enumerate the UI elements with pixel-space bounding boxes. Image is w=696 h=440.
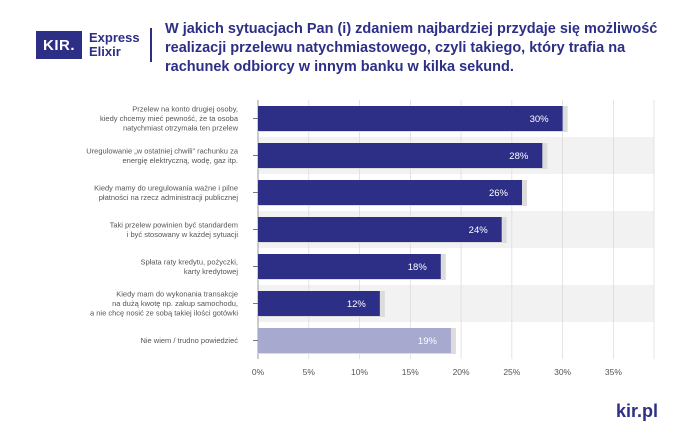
bar (258, 328, 451, 353)
category-label: Nie wiem / trudno powiedzieć (140, 336, 238, 345)
x-tick-label: 5% (303, 367, 316, 377)
category-label: Przelew na konto drugiej osoby, (132, 105, 238, 114)
express-elixir-logo: Express Elixir (89, 31, 140, 59)
x-tick-label: 30% (554, 367, 571, 377)
data-label: 12% (347, 299, 367, 310)
category-label: a nie chcę nosić ze sobą takiej ilości g… (90, 309, 238, 318)
brand-url: kir.pl (615, 401, 658, 421)
x-tick-label: 0% (252, 367, 265, 377)
bar (258, 106, 563, 131)
data-label: 28% (509, 151, 529, 162)
category-label: Kiedy mamy do uregulowania ważne i pilne (94, 183, 238, 192)
bar (258, 254, 441, 279)
data-label: 26% (489, 188, 509, 199)
bar (258, 143, 543, 168)
logo-separator (150, 28, 152, 62)
category-label: Spłata raty kredytu, pożyczki, (140, 257, 238, 266)
x-tick-label: 35% (605, 367, 622, 377)
x-tick-label: 20% (453, 367, 470, 377)
category-label: karty kredytowej (184, 267, 239, 276)
chart-title: W jakich sytuacjach Pan (i) zdaniem najb… (165, 21, 658, 75)
x-tick-label: 25% (503, 367, 520, 377)
data-label: 30% (530, 114, 550, 125)
data-label: 19% (418, 336, 438, 347)
logo-line-1: Express (89, 30, 140, 45)
category-label: Kiedy mam do wykonania transakcje (116, 290, 238, 299)
x-tick-label: 15% (402, 367, 419, 377)
category-label: Taki przelew powinien być standardem (110, 220, 238, 229)
category-label: Uregulowanie „w ostatniej chwili” rachun… (86, 146, 239, 155)
bar (258, 291, 380, 316)
bar (258, 180, 522, 205)
bar (258, 217, 502, 242)
category-label: i być stosowany w każdej sytuacji (127, 230, 239, 239)
data-label: 24% (469, 225, 489, 236)
x-tick-label: 10% (351, 367, 368, 377)
category-label: kiedy chcemy mieć pewność, że ta osoba (100, 114, 239, 123)
category-label: natychmiast otrzymała ten przelew (123, 124, 239, 133)
category-label: na dużą kwotę np. zakup samochodu, (112, 299, 238, 308)
category-label: płatności na rzecz administracji publicz… (99, 193, 239, 202)
kir-logo-mark: KIR. (36, 31, 82, 59)
data-label: 18% (408, 262, 428, 273)
category-label: energię elektryczną, wodę, gaz itp. (123, 156, 238, 165)
logo-line-2: Elixir (89, 44, 121, 59)
